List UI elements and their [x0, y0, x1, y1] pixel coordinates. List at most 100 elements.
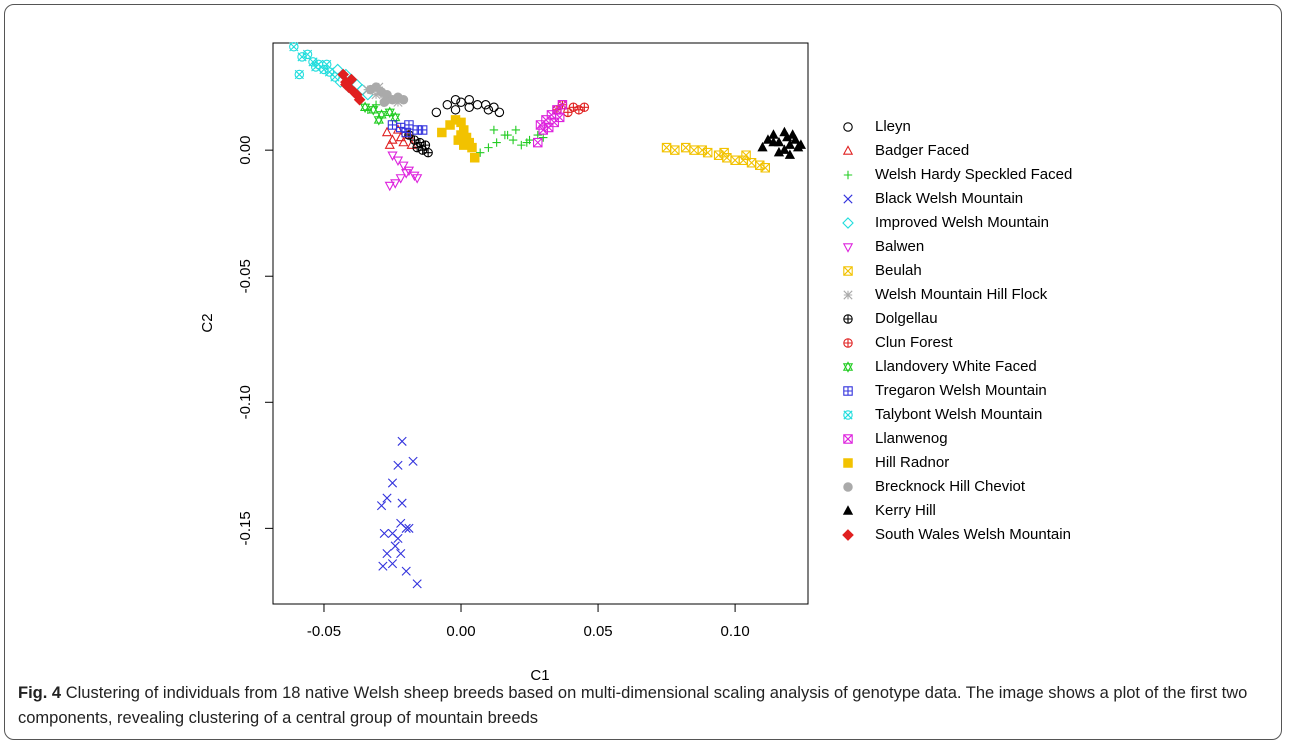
- data-point: [450, 105, 461, 115]
- data-point: [393, 460, 403, 470]
- legend-symbol: [843, 266, 853, 276]
- legend-symbol: [842, 217, 854, 229]
- data-point: [450, 94, 461, 105]
- legend-symbol: [843, 170, 853, 180]
- legend-label: Badger Faced: [875, 142, 969, 159]
- legend-label: Balwen: [875, 238, 924, 255]
- data-point: [393, 533, 403, 544]
- data-point: [387, 478, 398, 488]
- data-point: [359, 101, 371, 114]
- data-point: [768, 136, 779, 147]
- data-point: [757, 141, 768, 152]
- data-point: [387, 151, 398, 161]
- legend-label: Llanwenog: [875, 430, 948, 447]
- data-point: [297, 52, 307, 62]
- data-point: [795, 139, 806, 149]
- data-point: [464, 102, 474, 113]
- legend-symbol: [843, 410, 853, 420]
- data-point: [308, 57, 318, 67]
- data-point: [409, 171, 420, 182]
- data-point: [442, 100, 453, 110]
- data-point: [409, 135, 420, 145]
- data-point: [489, 125, 499, 135]
- data-point: [697, 145, 707, 155]
- data-point: [353, 93, 366, 106]
- data-point: [392, 156, 404, 167]
- chart: C1 C2 -0.05 0.00 0.05 0.10 0.00 -0.05 -0.10 -0.…: [199, 42, 1072, 680]
- data-point: [378, 561, 388, 571]
- data-point: [554, 112, 565, 123]
- data-point: [379, 97, 390, 107]
- data-point: [480, 100, 491, 110]
- data-point: [412, 579, 422, 589]
- data-point: [412, 174, 423, 184]
- legend-symbol: [842, 505, 854, 515]
- legend-symbol: [842, 361, 854, 373]
- data-point: [730, 155, 740, 165]
- data-point: [469, 152, 480, 163]
- data-point: [311, 62, 321, 72]
- data-point: [395, 122, 406, 133]
- data-point: [760, 163, 770, 173]
- data-point: [417, 145, 428, 155]
- y-tick-label: 0.00: [237, 136, 254, 165]
- legend-label: Clun Forest: [875, 334, 953, 351]
- data-point: [508, 135, 518, 145]
- legend-label: Lleyn: [875, 118, 911, 135]
- data-point: [397, 436, 407, 446]
- legend-symbol: [843, 194, 853, 204]
- data-point: [371, 90, 381, 100]
- x-axis-label: C1: [530, 667, 549, 680]
- legend-label: Kerry Hill: [875, 502, 936, 519]
- legend-symbol: [843, 338, 853, 348]
- legend-symbol: [843, 314, 853, 324]
- data-point: [568, 102, 579, 113]
- data-point: [423, 147, 433, 158]
- data-point: [404, 523, 414, 533]
- data-point: [681, 142, 691, 153]
- legend-symbol: [843, 386, 853, 396]
- data-point: [741, 150, 751, 160]
- data-point: [319, 64, 329, 75]
- data-point: [376, 501, 387, 511]
- data-point: [670, 145, 680, 155]
- data-point: [387, 559, 398, 569]
- data-point: [494, 107, 505, 118]
- data-point: [408, 456, 418, 466]
- x-tick-label: 0.05: [583, 623, 612, 640]
- data-point: [472, 100, 483, 110]
- data-point: [492, 138, 501, 147]
- caption-label: Fig. 4: [18, 684, 62, 702]
- legend-label: Tregaron Welsh Mountain: [875, 382, 1047, 399]
- data-point: [719, 147, 729, 158]
- legend-symbol: [842, 529, 854, 541]
- data-point: [437, 127, 447, 138]
- plot-box: [272, 42, 809, 605]
- data-point: [340, 78, 352, 91]
- data-point: [689, 145, 699, 155]
- data-point: [476, 148, 485, 157]
- legend-symbol: [842, 145, 854, 155]
- data-point: [539, 133, 548, 142]
- data-point: [390, 541, 400, 551]
- legend-label: Black Welsh Mountain: [875, 190, 1023, 207]
- data-point: [403, 166, 415, 177]
- legend-label: Talybont Welsh Mountain: [875, 406, 1042, 423]
- data-point: [579, 102, 590, 113]
- data-point: [382, 548, 392, 559]
- legend-symbol: [843, 434, 853, 444]
- figure-frame: [4, 4, 1282, 740]
- data-point: [511, 125, 521, 135]
- data-point: [382, 493, 392, 503]
- data-point: [784, 139, 796, 149]
- legend-label: South Wales Welsh Mountain: [875, 526, 1071, 543]
- legend-label: Beulah: [875, 262, 922, 279]
- legend-symbol: [842, 243, 854, 253]
- data-point: [784, 149, 796, 159]
- legend-label: Dolgellau: [875, 310, 938, 327]
- data-point: [459, 140, 469, 150]
- legend-label: Welsh Hardy Speckled Faced: [875, 166, 1072, 183]
- legend-label: Hill Radnor: [875, 454, 949, 471]
- data-point: [557, 100, 568, 110]
